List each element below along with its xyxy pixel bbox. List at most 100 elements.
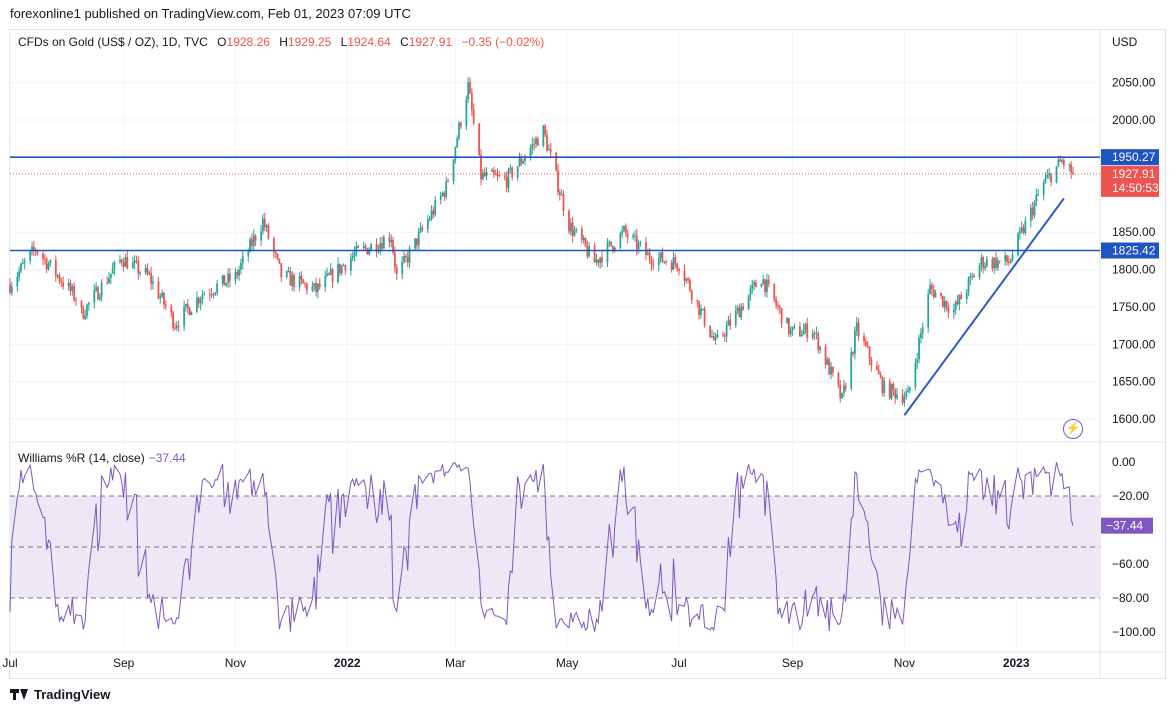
wr-tick-label: −80.00 xyxy=(1112,591,1149,605)
candle-body xyxy=(465,99,468,127)
candle-body xyxy=(1048,173,1051,175)
candle-body xyxy=(716,334,719,338)
candle-body xyxy=(995,257,997,268)
candle-body xyxy=(844,385,847,389)
candle-body xyxy=(199,299,202,304)
candle-body xyxy=(82,308,85,319)
candle-body xyxy=(251,239,253,246)
candle-body xyxy=(494,174,497,176)
candle-body xyxy=(683,271,686,281)
candle-body xyxy=(60,281,63,283)
candle-body xyxy=(531,143,534,149)
candle-body xyxy=(31,246,33,252)
candle-body xyxy=(177,325,180,327)
candle-body xyxy=(1072,172,1074,174)
candle-body xyxy=(1062,160,1065,166)
candle-body xyxy=(646,252,649,256)
candle-body xyxy=(549,149,552,153)
candle-body xyxy=(240,263,242,270)
candle-body xyxy=(505,177,508,188)
candle-body xyxy=(863,336,865,342)
candle-body xyxy=(133,260,136,263)
candle-body xyxy=(318,283,321,287)
low-label: L xyxy=(340,35,348,49)
candle-body xyxy=(1044,178,1047,183)
candle-body xyxy=(491,170,493,172)
candle-body xyxy=(624,226,627,234)
candle-body xyxy=(982,257,985,269)
candle-body xyxy=(828,359,831,375)
candle-body xyxy=(606,242,609,263)
candle-body xyxy=(298,275,301,288)
candle-body xyxy=(229,273,231,281)
candle-body xyxy=(417,231,420,246)
candle-body xyxy=(315,282,317,292)
candle-body xyxy=(428,219,431,221)
candle-body xyxy=(148,273,151,275)
candle-body xyxy=(747,295,750,310)
candle-body xyxy=(170,306,173,313)
candle-body xyxy=(1070,164,1073,173)
candle-body xyxy=(289,271,292,286)
candle-body xyxy=(802,329,805,335)
candle-body xyxy=(927,293,930,328)
candle-body xyxy=(481,172,484,180)
candle-body xyxy=(778,306,781,309)
candle-body xyxy=(941,295,944,307)
candle-body xyxy=(216,283,219,293)
candle-body xyxy=(546,135,548,151)
candle-body xyxy=(613,247,616,251)
candle-body xyxy=(439,195,442,201)
candle-body xyxy=(632,235,635,238)
candle-body xyxy=(432,210,435,215)
candle-body xyxy=(317,283,319,292)
candle-body xyxy=(657,257,660,266)
candle-body xyxy=(650,259,653,265)
candle-body xyxy=(49,259,52,265)
candle-body xyxy=(934,292,937,298)
candle-body xyxy=(326,273,328,276)
candle-body xyxy=(313,282,316,287)
candle-body xyxy=(868,346,871,360)
candle-body xyxy=(382,237,385,249)
candle-body xyxy=(516,166,519,178)
y-tick-label: 1600.00 xyxy=(1112,412,1156,426)
high-value: 1929.25 xyxy=(287,35,332,49)
candle-body xyxy=(866,345,869,347)
candle-body xyxy=(18,270,21,278)
candle-body xyxy=(1057,159,1060,167)
candle-body xyxy=(584,238,587,247)
candle-body xyxy=(441,192,444,196)
candle-body xyxy=(23,260,26,264)
candle-body xyxy=(793,326,796,328)
price-axis-tag xyxy=(1101,149,1159,166)
candle-body xyxy=(1050,173,1052,183)
candle-body xyxy=(601,257,603,263)
candle-body xyxy=(364,246,367,249)
candle-body xyxy=(368,249,371,255)
candle-body xyxy=(652,264,655,266)
candle-body xyxy=(672,257,675,270)
candle-body xyxy=(789,330,792,335)
candle-body xyxy=(634,235,636,237)
lightning-icon[interactable]: ⚡ xyxy=(1063,419,1083,439)
candle-body xyxy=(300,275,303,280)
candle-body xyxy=(780,308,783,324)
candle-body xyxy=(753,282,755,285)
candle-body xyxy=(152,281,154,284)
candle-body xyxy=(952,309,955,313)
candle-body xyxy=(520,158,523,164)
candle-body xyxy=(45,258,48,270)
x-tick-label: 2023 xyxy=(1003,656,1030,670)
candle-body xyxy=(1020,227,1023,231)
candle-body xyxy=(701,308,704,310)
wr-line xyxy=(9,462,1074,632)
candle-body xyxy=(529,148,532,158)
candle-body xyxy=(355,246,358,253)
candle-body xyxy=(725,325,728,337)
candle-body xyxy=(723,335,726,337)
candle-body xyxy=(896,394,898,399)
trendline xyxy=(903,197,1065,416)
candle-body xyxy=(659,252,662,258)
